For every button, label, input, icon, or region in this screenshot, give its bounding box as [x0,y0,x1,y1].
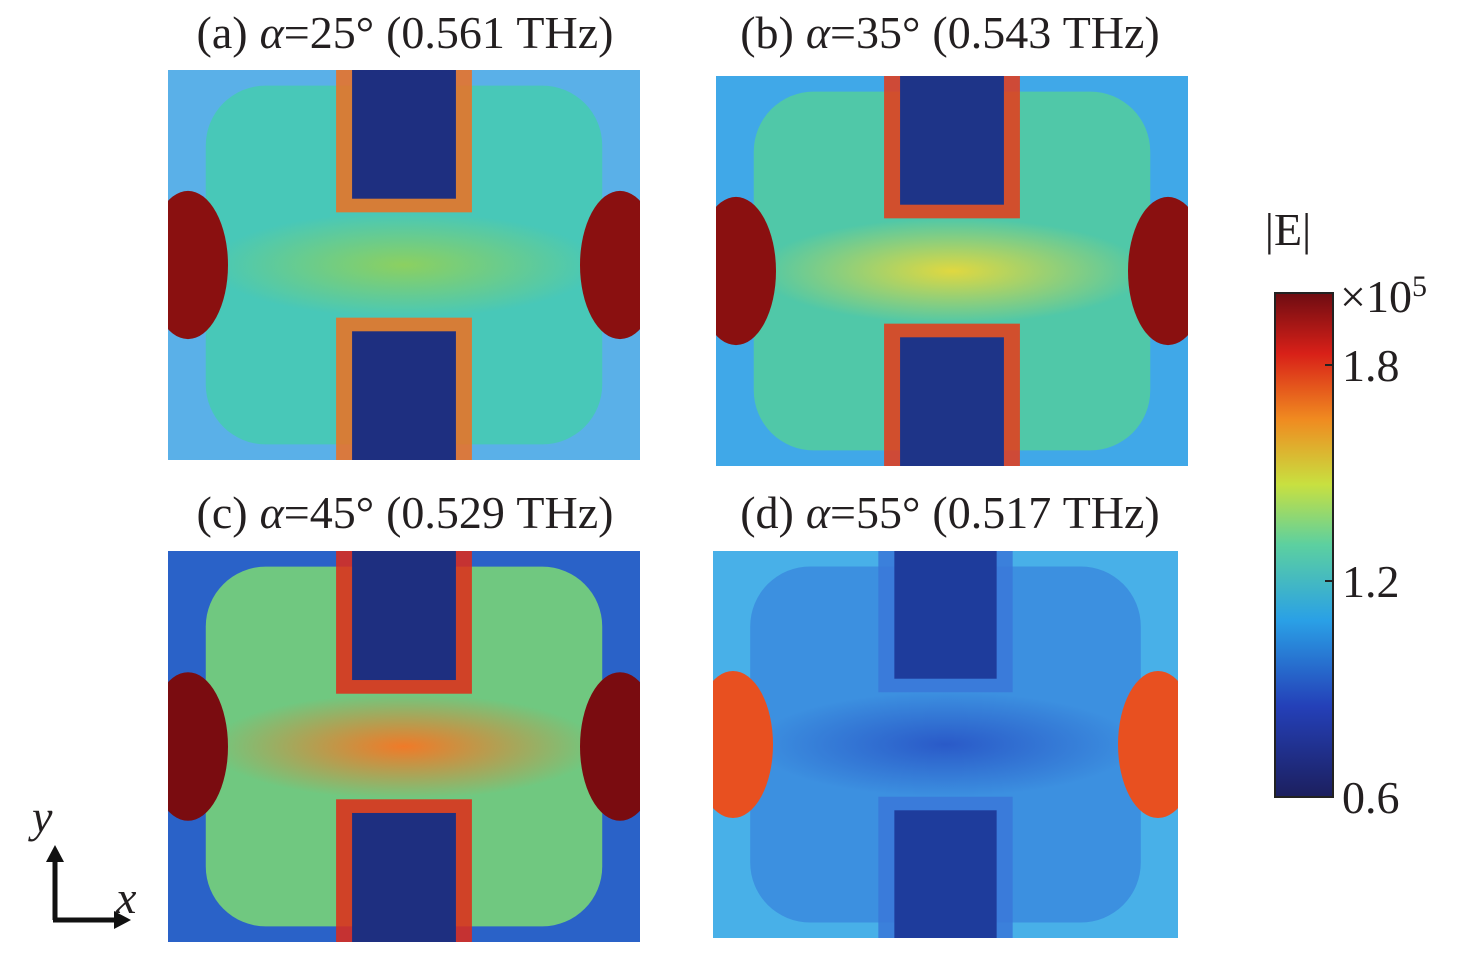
colorbar [1274,292,1334,798]
title-frequency: (0.517 THz) [932,487,1159,538]
panel-title: (a) α=25° (0.561 THz) [197,7,614,58]
field-panel: (b) α=35° (0.543 THz) [656,7,1248,466]
mask-left [108,70,168,460]
tick-label: 0.6 [1342,772,1400,823]
arm [754,692,1137,797]
title-symbol: α [806,487,831,538]
colorbar-title: |E| [1265,204,1312,255]
title-symbol: α [806,7,831,58]
y-axis-label: y [28,791,53,842]
title-frequency: (0.561 THz) [386,7,613,58]
arm [210,693,598,800]
vertical-bar [894,810,997,938]
title-angle: =45° [284,487,374,538]
panel-title: (c) α=45° (0.529 THz) [197,487,614,538]
exponent: 5 [1412,270,1427,303]
field-panel: (d) α=55° (0.517 THz) [653,487,1238,938]
title-angle: =25° [284,7,374,58]
title-label: (d) [740,487,794,538]
title-frequency: (0.529 THz) [386,487,613,538]
title-label: (b) [740,7,794,58]
vertical-bar [900,337,1004,466]
mask-left [108,551,168,942]
mask-left [656,76,716,466]
vertical-bar [352,551,456,681]
arm [758,218,1146,324]
x-axis-label: x [115,872,137,923]
title-angle: =35° [830,7,920,58]
title-frequency: (0.543 THz) [932,7,1159,58]
panel-title: (b) α=35° (0.543 THz) [740,7,1160,58]
tick-label: 1.8 [1342,340,1400,391]
title-label: (a) [197,7,248,58]
colorbar-multiplier: ×105 [1340,270,1427,322]
vertical-bar [352,812,456,942]
vertical-bar [900,76,1004,205]
title-angle: =55° [830,487,920,538]
vertical-bar [352,331,456,460]
title-label: (c) [197,487,248,538]
vertical-bar [352,70,456,199]
mask-left [653,551,713,938]
field-panel: (a) α=25° (0.561 THz) [108,7,700,460]
mask-right [1178,551,1238,938]
title-symbol: α [260,7,285,58]
vertical-bar [894,551,997,679]
tick-label: 1.2 [1342,556,1400,607]
multiplier: ×10 [1340,271,1412,322]
mask-right [1188,76,1248,466]
axis-indicator [46,845,131,929]
arm [210,212,598,318]
field-panel: (c) α=45° (0.529 THz) [108,487,700,942]
title-symbol: α [260,487,285,538]
panel-title: (d) α=55° (0.517 THz) [740,487,1160,538]
